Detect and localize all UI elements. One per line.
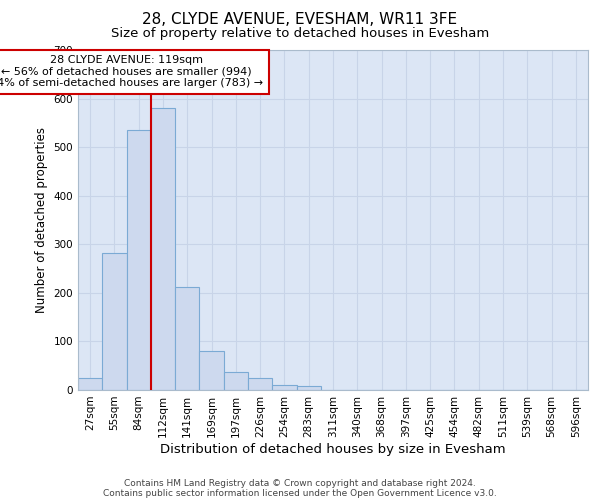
Bar [272,385,296,390]
Bar [151,108,175,390]
Bar [175,287,199,390]
Text: Contains public sector information licensed under the Open Government Licence v3: Contains public sector information licen… [103,488,497,498]
Bar [102,252,127,390]
Bar [296,386,321,390]
Text: Size of property relative to detached houses in Evesham: Size of property relative to detached ho… [111,28,489,40]
Y-axis label: Number of detached properties: Number of detached properties [35,127,48,313]
X-axis label: Distribution of detached houses by size in Evesham: Distribution of detached houses by size … [160,442,506,456]
Text: 28 CLYDE AVENUE: 119sqm
← 56% of detached houses are smaller (994)
44% of semi-d: 28 CLYDE AVENUE: 119sqm ← 56% of detache… [0,56,263,88]
Bar [224,372,248,390]
Bar [127,130,151,390]
Bar [78,378,102,390]
Text: 28, CLYDE AVENUE, EVESHAM, WR11 3FE: 28, CLYDE AVENUE, EVESHAM, WR11 3FE [142,12,458,28]
Bar [199,351,224,390]
Text: Contains HM Land Registry data © Crown copyright and database right 2024.: Contains HM Land Registry data © Crown c… [124,478,476,488]
Bar [248,378,272,390]
